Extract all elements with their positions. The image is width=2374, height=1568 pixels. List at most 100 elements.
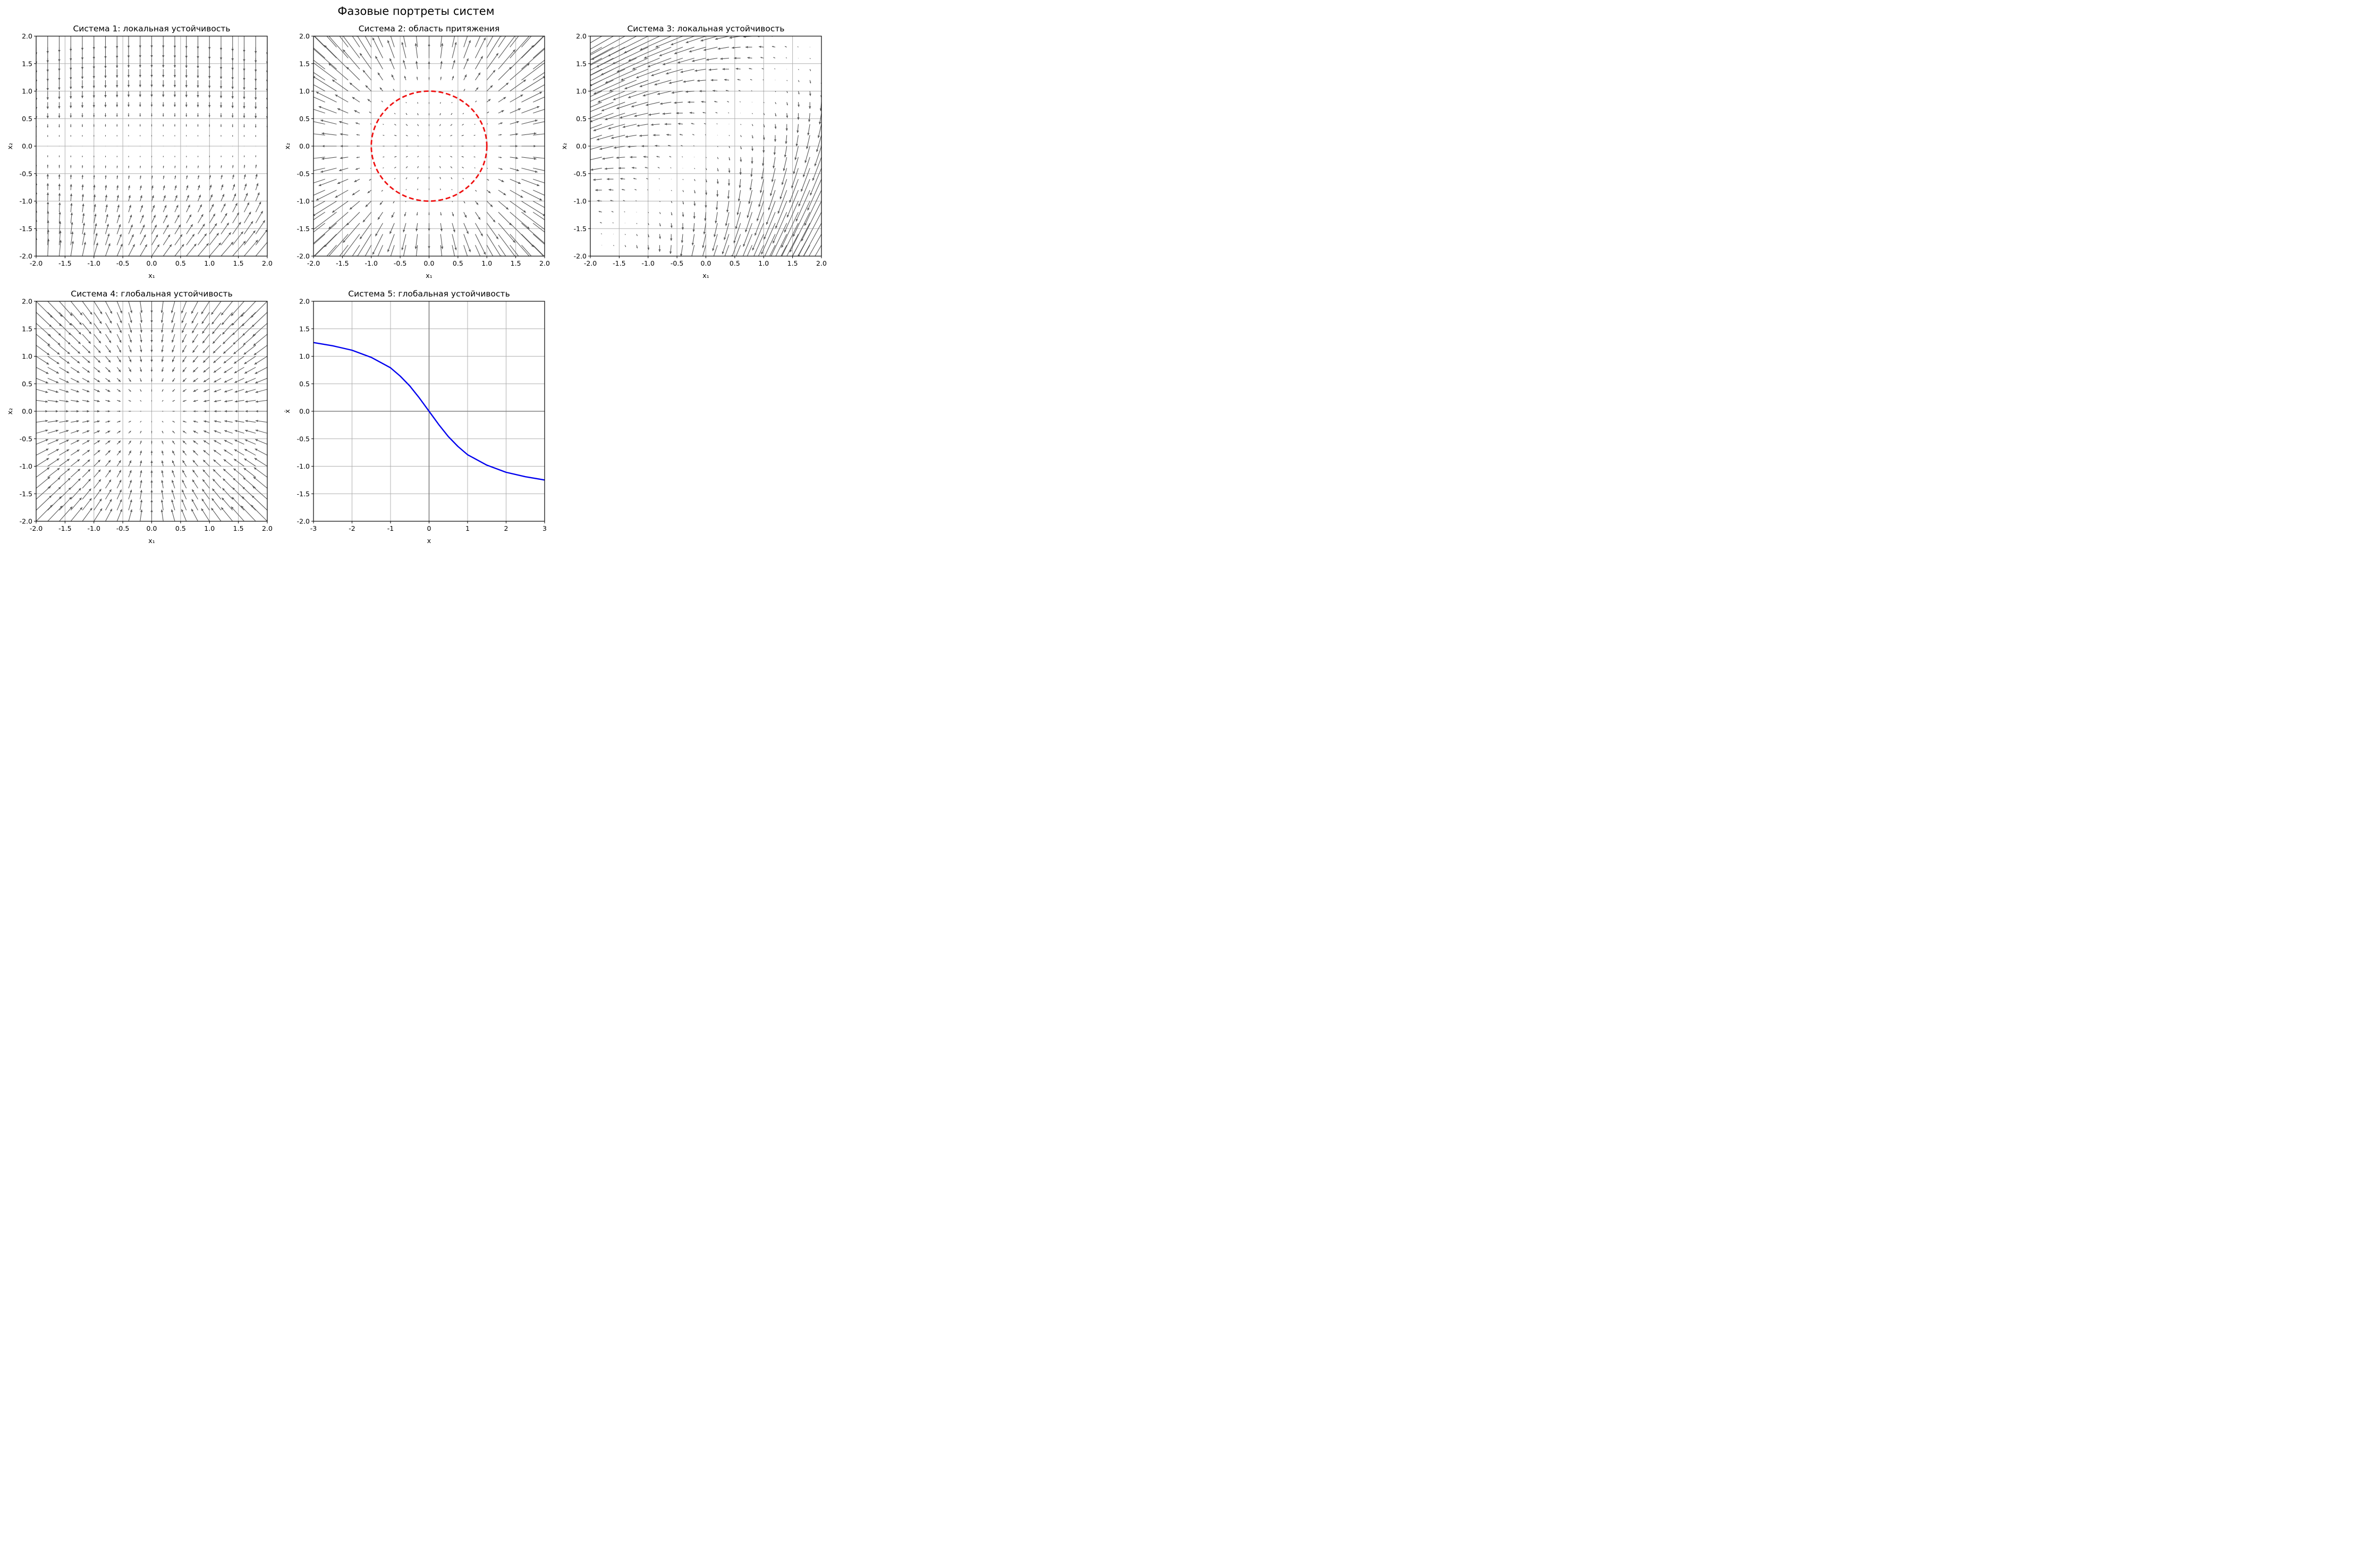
- quiver-arrow: [221, 497, 233, 511]
- quiver-arrowhead: [157, 244, 159, 247]
- quiver-arrowhead: [793, 234, 795, 237]
- quiver-arrowhead: [182, 340, 184, 343]
- quiver-arrowhead: [375, 233, 378, 236]
- quiver-arrow: [498, 211, 512, 226]
- quiver-arrow: [544, 234, 545, 235]
- quiver-arrowhead: [198, 185, 200, 188]
- quiver-arrowhead: [740, 159, 742, 162]
- quiver-arrow: [313, 133, 325, 135]
- quiver-arrowhead: [478, 217, 481, 220]
- quiver-arrowhead: [94, 204, 96, 207]
- quiver-arrowhead: [150, 470, 153, 473]
- y-tick-label: 2.0: [299, 32, 310, 40]
- quiver-arrowhead: [786, 115, 788, 118]
- quiver-arrowhead: [648, 113, 651, 116]
- x-tick-label: 0.0: [147, 524, 157, 532]
- quiver-arrow: [452, 41, 457, 58]
- quiver-arrowhead: [70, 58, 72, 61]
- quiver-arrowhead: [109, 508, 112, 512]
- quiver-arrow: [233, 334, 244, 345]
- quiver-arrowhead: [624, 335, 626, 338]
- quiver-arrow: [241, 301, 256, 317]
- quiver-arrow: [689, 47, 706, 53]
- quiver-arrowhead: [140, 430, 141, 433]
- quiver-arrowhead: [130, 509, 133, 512]
- quiver-arrowhead: [770, 193, 773, 196]
- quiver-arrowhead: [163, 125, 164, 127]
- quiver-arrowhead: [816, 149, 819, 152]
- quiver-arrowhead: [462, 124, 463, 125]
- quiver-arrowhead: [224, 400, 227, 403]
- quiver-arrowhead: [162, 369, 164, 372]
- quiver-arrowhead: [613, 98, 616, 100]
- quiver-arrowhead: [208, 105, 211, 108]
- quiver-arrow: [244, 230, 256, 245]
- quiver-arrowhead: [232, 323, 234, 326]
- quiver-arrowhead: [561, 201, 563, 204]
- quiver-arrowhead: [87, 380, 90, 383]
- quiver-arrowhead: [406, 166, 408, 168]
- quiver-arrowhead: [379, 87, 382, 90]
- quiver-arrowhead: [213, 214, 215, 217]
- quiver-arrowhead: [727, 183, 731, 186]
- quiver-arrowhead: [689, 270, 691, 273]
- quiver-arrowhead: [203, 370, 206, 372]
- quiver-arrowhead: [234, 430, 238, 433]
- quiver-arrowhead: [108, 410, 111, 412]
- quiver-arrowhead: [725, 223, 728, 226]
- quiver-arrowhead: [197, 46, 199, 49]
- quiver-arrow: [82, 507, 92, 521]
- quiver-arrowhead: [127, 75, 130, 78]
- quiver-arrowhead: [163, 135, 164, 137]
- y-tick-label: 0.5: [576, 115, 587, 123]
- quiver-arrowhead: [197, 125, 199, 127]
- quiver-arrowhead: [245, 429, 248, 432]
- quiver-arrow: [336, 36, 337, 37]
- quiver-arrowhead: [92, 76, 95, 79]
- quiver-arrow: [328, 63, 349, 81]
- quiver-arrow: [186, 243, 197, 256]
- quiver-arrowhead: [349, 82, 352, 86]
- quiver-arrowhead: [222, 194, 225, 197]
- quiver-arrowhead: [46, 88, 49, 91]
- quiver-arrowhead: [116, 95, 118, 98]
- quiver-arrowhead: [221, 507, 224, 510]
- quiver-arrow: [801, 201, 821, 242]
- quiver-arrowhead: [142, 224, 145, 227]
- quiver-arrowhead: [253, 343, 256, 346]
- quiver-arrowhead: [70, 67, 72, 71]
- quiver-arrowhead: [693, 216, 696, 219]
- quiver-arrowhead: [226, 223, 229, 226]
- quiver-arrowhead: [58, 125, 60, 128]
- quiver-arrow: [151, 146, 152, 147]
- quiver-arrowhead: [58, 202, 61, 205]
- quiver-arrowhead: [633, 177, 635, 180]
- quiver-arrow: [590, 211, 591, 213]
- quiver-arrow: [198, 243, 209, 256]
- quiver-arrowhead: [798, 254, 800, 256]
- quiver-arrowhead: [186, 165, 188, 167]
- quiver-arrowhead: [660, 102, 663, 105]
- quiver-arrowhead: [679, 267, 681, 270]
- quiver-arrow: [387, 40, 395, 58]
- quiver-arrowhead: [428, 246, 430, 249]
- quiver-arrowhead: [786, 92, 788, 94]
- y-tick-label: -2.0: [20, 252, 32, 260]
- quiver-arrow: [521, 167, 538, 173]
- quiver-arrowhead: [185, 115, 188, 117]
- quiver-arrowhead: [202, 224, 205, 227]
- quiver-arrowhead: [716, 181, 719, 184]
- quiver-arrowhead: [193, 243, 197, 247]
- quiver-arrow: [590, 124, 602, 129]
- quiver-arrowhead: [520, 195, 523, 198]
- quiver-arrowhead: [244, 361, 247, 365]
- quiver-arrowhead: [395, 146, 397, 147]
- quiver-arrow: [510, 201, 527, 213]
- quiver-arrowhead: [213, 370, 216, 373]
- quiver-arrowhead: [679, 134, 682, 135]
- quiver-arrowhead: [271, 205, 274, 207]
- quiver-arrow: [590, 113, 614, 122]
- quiver-arrowhead: [286, 235, 289, 238]
- quiver-arrowhead: [46, 458, 49, 461]
- quiver-arrowhead: [150, 75, 153, 78]
